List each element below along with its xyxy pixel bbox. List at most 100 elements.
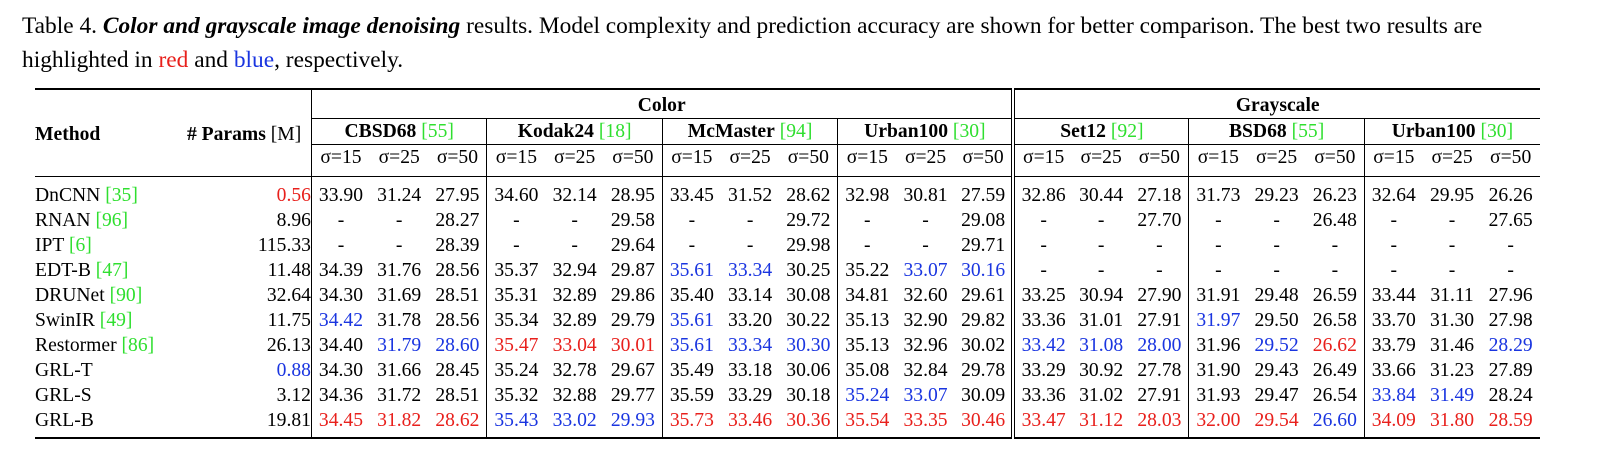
- method-name: GRL-S: [35, 385, 92, 406]
- psnr-cell: 31.93: [1188, 383, 1248, 408]
- psnr-cell: 33.04: [552, 335, 597, 356]
- psnr-cell: 30.09: [961, 385, 1006, 406]
- psnr-cell: 35.31: [486, 283, 546, 308]
- psnr-cell: 30.01: [610, 335, 655, 356]
- psnr-cell: -: [1448, 210, 1456, 231]
- table-caption: Table 4. Color and grayscale image denoi…: [22, 9, 1582, 77]
- dataset-citation: [55]: [1291, 121, 1325, 142]
- psnr-cell: 34.30: [310, 358, 370, 383]
- psnr-cell: 32.14: [552, 185, 597, 206]
- psnr-cell: -: [1363, 233, 1423, 258]
- psnr-cell: 34.09: [1363, 408, 1423, 439]
- psnr-cell: 31.12: [1071, 408, 1131, 439]
- psnr-cell: 33.29: [728, 385, 773, 406]
- psnr-cell: 35.47: [486, 333, 546, 358]
- header-method: Method: [35, 88, 178, 177]
- header-params-unit: [M]: [270, 124, 302, 145]
- psnr-cell: 31.90: [1188, 358, 1248, 383]
- psnr-cell: 27.70: [1137, 210, 1182, 231]
- dataset-citation: [55]: [421, 121, 454, 142]
- caption-and-word: and: [194, 47, 228, 73]
- psnr-cell: 35.32: [486, 383, 546, 408]
- psnr-cell: 29.23: [1254, 185, 1299, 206]
- psnr-cell: 35.61: [661, 333, 721, 358]
- table-row: RNAN [96] 8.96- -28.27- -29.58- -29.72- -29.0…: [35, 208, 1540, 233]
- dataset-name: BSD68: [1228, 121, 1287, 142]
- psnr-cell: -: [1273, 260, 1280, 281]
- method-citation: [90]: [109, 285, 143, 306]
- psnr-cell: 29.08: [961, 210, 1006, 231]
- psnr-cell: -: [1011, 233, 1072, 258]
- psnr-cell: 30.81: [903, 185, 948, 206]
- psnr-cell: -: [571, 210, 578, 231]
- table-row: DRUNet [90] 32.64 34.30 31.69 28.51 35.31 32.8…: [35, 283, 1540, 308]
- psnr-cell: 27.98: [1488, 310, 1533, 331]
- psnr-cell: 31.97: [1188, 308, 1248, 333]
- psnr-cell: 35.40: [661, 283, 721, 308]
- psnr-cell: 35.49: [661, 358, 721, 383]
- psnr-cell: -: [1188, 208, 1248, 233]
- psnr-cell: 35.54: [837, 408, 897, 439]
- psnr-cell: 34.42: [310, 308, 370, 333]
- params-cell: 26.13: [177, 333, 312, 358]
- psnr-cell: 29.48: [1254, 285, 1299, 306]
- psnr-cell: 31.23: [1430, 360, 1475, 381]
- header-dataset: CBSD68 [55]: [310, 118, 487, 145]
- psnr-cell: 30.92: [1079, 360, 1124, 381]
- dataset-citation: [92]: [1110, 121, 1144, 142]
- psnr-cell: 33.42: [1011, 333, 1072, 358]
- psnr-cell: -: [1273, 235, 1280, 256]
- header-sigma: σ=25: [896, 144, 955, 177]
- header-sigma: σ=25: [545, 144, 604, 177]
- caption-suffix: , respectively.: [274, 47, 404, 73]
- method-cell: IPT [6]: [35, 233, 177, 258]
- psnr-cell: -: [922, 210, 929, 231]
- psnr-cell: 31.80: [1422, 408, 1482, 439]
- psnr-cell: 32.89: [552, 285, 597, 306]
- params-cell: 0.56: [177, 176, 312, 208]
- psnr-cell: 33.44: [1363, 283, 1423, 308]
- method-name: SwinIR: [35, 310, 95, 331]
- psnr-cell: 28.62: [786, 185, 831, 206]
- psnr-cell: 28.95: [610, 185, 655, 206]
- header-dataset: BSD68 [55]: [1188, 118, 1365, 145]
- psnr-cell: -: [395, 210, 403, 231]
- psnr-cell: 28.00: [1137, 335, 1182, 356]
- params-cell: 8.96: [177, 208, 312, 233]
- psnr-cell: 26.60: [1305, 408, 1365, 439]
- psnr-cell: 28.24: [1488, 385, 1533, 406]
- psnr-cell: 31.46: [1430, 335, 1475, 356]
- params-cell: 115.33: [177, 233, 312, 258]
- psnr-cell: 33.20: [728, 310, 773, 331]
- psnr-cell: -: [1188, 233, 1248, 258]
- params-cell: 32.64: [177, 283, 312, 308]
- psnr-cell: 27.78: [1137, 360, 1182, 381]
- psnr-cell: 29.82: [961, 310, 1006, 331]
- psnr-cell: 33.34: [728, 260, 773, 281]
- psnr-cell: -: [486, 233, 546, 258]
- psnr-cell: 33.70: [1363, 308, 1423, 333]
- psnr-cell: 29.93: [603, 408, 663, 439]
- header-sigma: σ=50: [1305, 144, 1365, 177]
- method-name: Restormer: [35, 335, 117, 356]
- header-sigma: σ=50: [954, 144, 1014, 177]
- table-row: GRL-T 0.88 34.30 31.66 28.45 35.24 32.78 29.67 3…: [35, 358, 1540, 383]
- psnr-cell: 30.46: [954, 408, 1014, 439]
- psnr-cell: 30.94: [1079, 285, 1124, 306]
- method-cell: RNAN [96]: [35, 208, 177, 233]
- psnr-cell: -: [1011, 258, 1072, 283]
- header-sigma: σ=15: [661, 144, 721, 177]
- method-name: EDT-B: [35, 260, 91, 281]
- psnr-cell: 32.88: [552, 385, 597, 406]
- psnr-cell: -: [661, 233, 721, 258]
- method-cell: EDT-B [47]: [35, 258, 177, 283]
- psnr-cell: 27.91: [1137, 310, 1182, 331]
- psnr-cell: 27.89: [1488, 360, 1533, 381]
- psnr-cell: 28.62: [428, 408, 487, 439]
- psnr-cell: -: [837, 233, 897, 258]
- psnr-cell: -: [837, 208, 897, 233]
- psnr-cell: 28.39: [435, 235, 480, 256]
- psnr-cell: 29.64: [610, 235, 655, 256]
- psnr-cell: 29.78: [961, 360, 1006, 381]
- psnr-cell: -: [1507, 235, 1514, 256]
